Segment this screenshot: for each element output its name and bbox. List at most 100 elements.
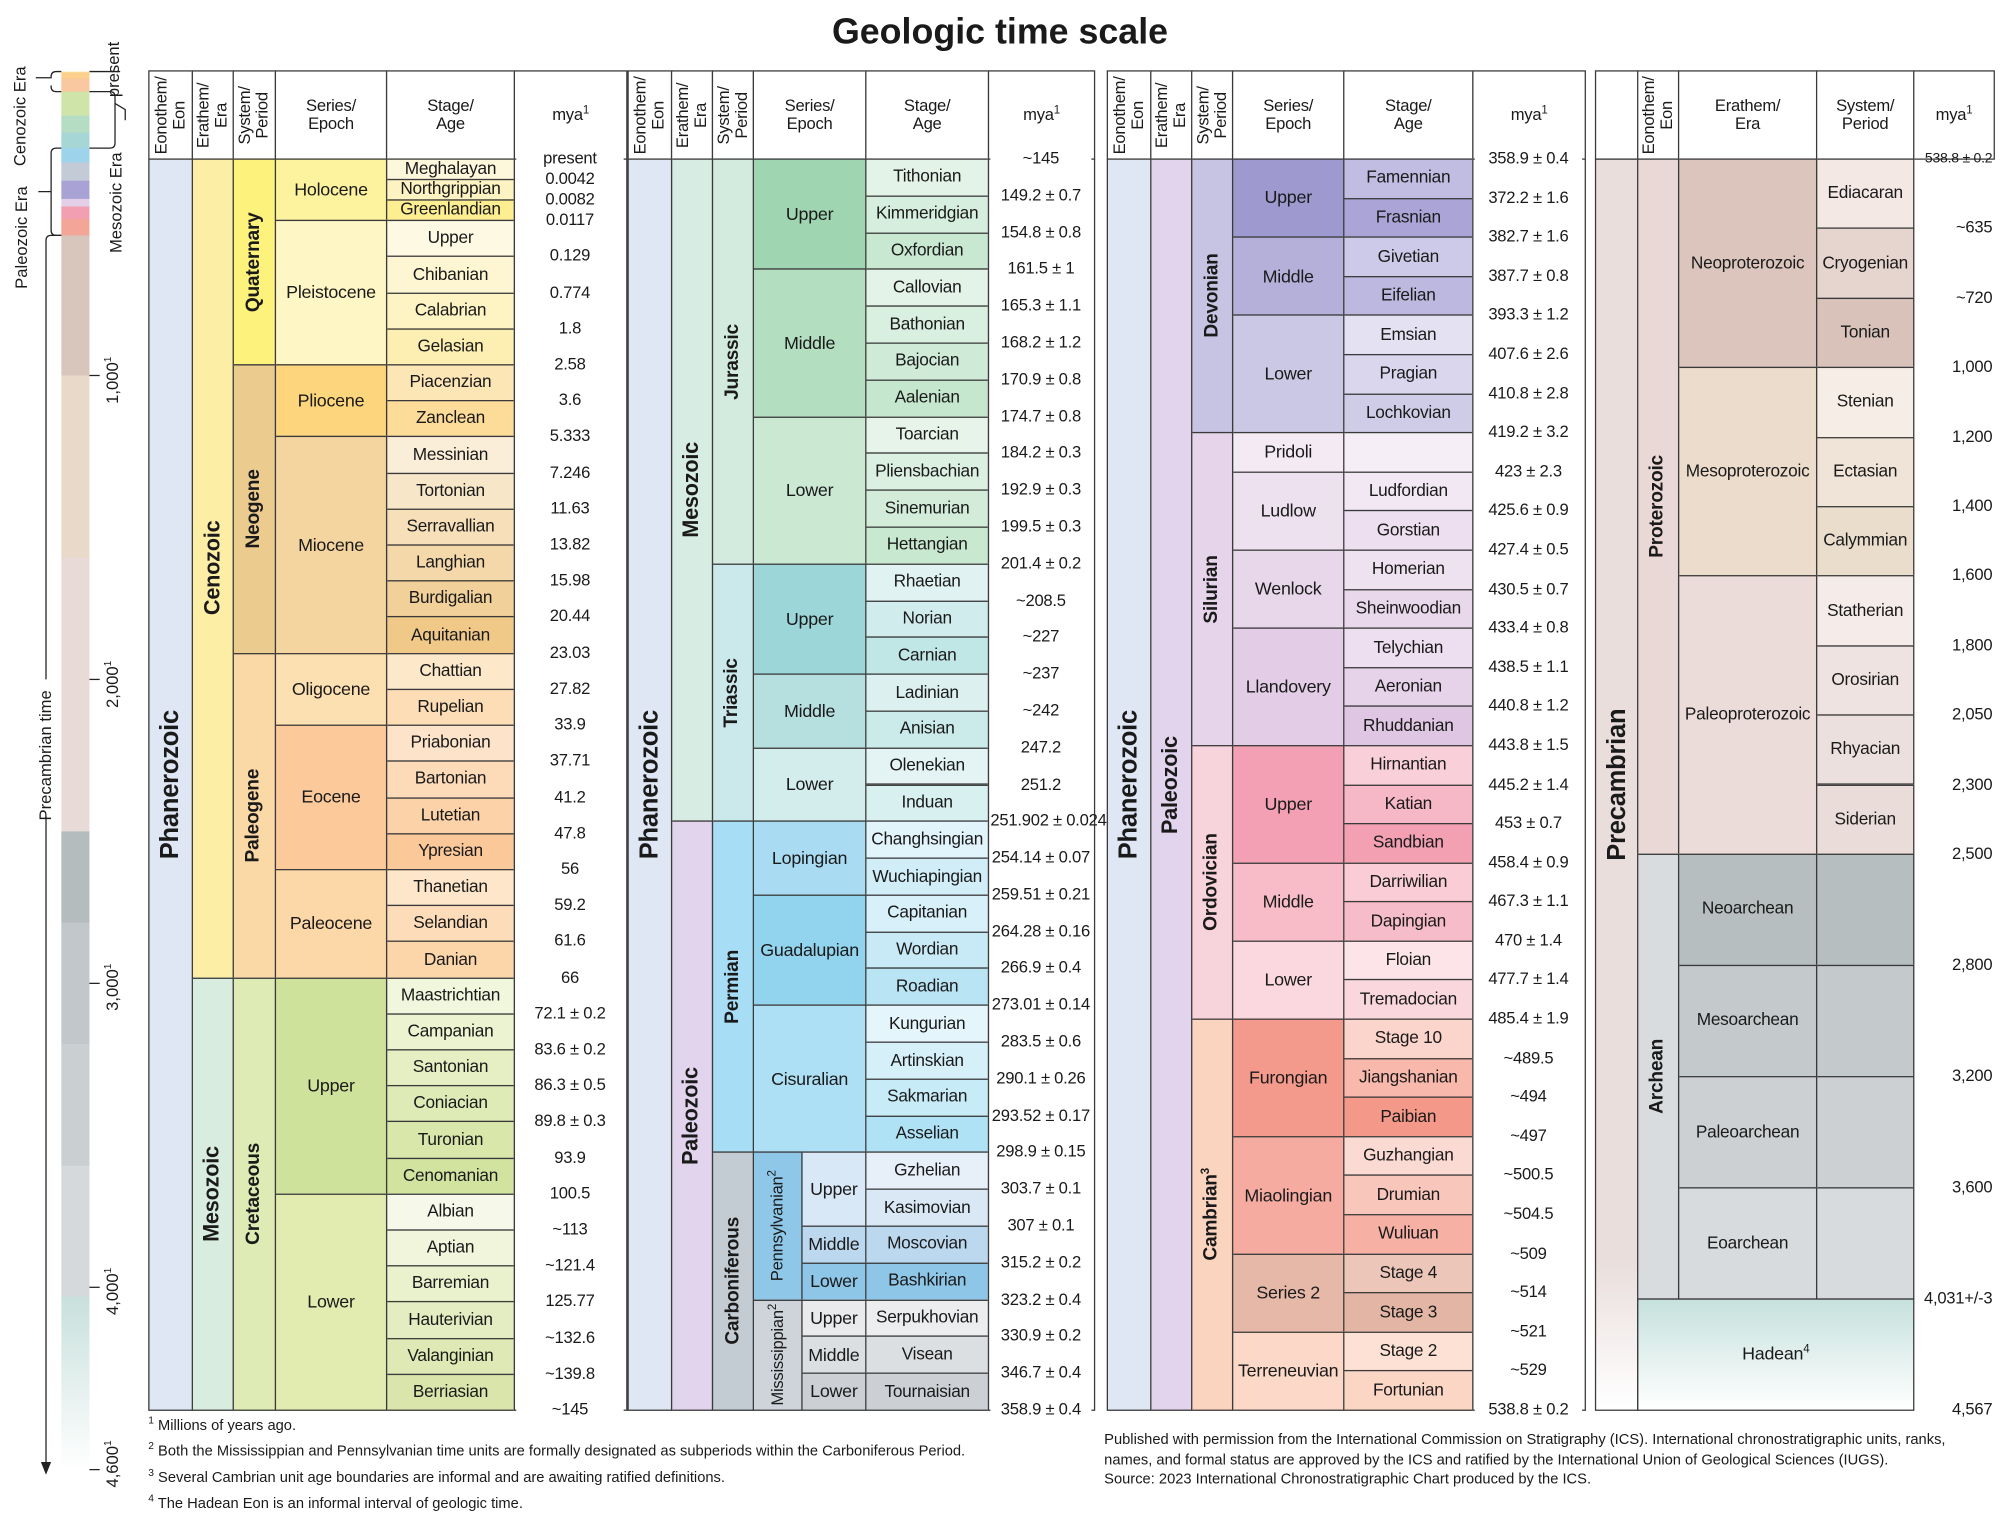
period-label-text: Permian	[721, 950, 743, 1024]
stage-cell: Bathonian	[865, 305, 990, 344]
stage-cell: Givetian	[1343, 236, 1474, 278]
stage-cell: Darriwilian	[1343, 862, 1474, 903]
stage-label: Rhaetian	[894, 572, 961, 592]
era-cell: Eoarchean	[1677, 1187, 1818, 1300]
mya-boundary-label: 11.63	[516, 498, 624, 519]
stage-label-text: Gelasian	[417, 336, 484, 356]
era-cell: Mesozoic	[191, 977, 234, 1411]
stage-label: Berriasian	[412, 1381, 489, 1402]
series-label-text: Wenlock	[1254, 578, 1322, 599]
stage-cell: Bartonian	[385, 760, 516, 799]
stage-cell: Wuchiapingian	[865, 857, 990, 896]
mya-boundary-label: 199.5 ± 0.3	[990, 516, 1092, 537]
stage-cell: Sandbian	[1343, 823, 1474, 864]
stage-label: Carnian	[898, 645, 957, 665]
stage-cell: Aquitanian	[385, 616, 516, 654]
column-header: Series/ Epoch	[1231, 70, 1345, 160]
stage-label-text: Kungurian	[888, 1013, 966, 1033]
stage-label: Calabrian	[415, 300, 487, 320]
stage-label: Paibian	[1380, 1106, 1437, 1127]
mya-boundary-label: 27.82	[516, 678, 624, 699]
era-cell: Neoarchean	[1677, 853, 1818, 966]
mya-boundary-label: ~521	[1474, 1321, 1583, 1342]
mya-boundary-label: 315.2 ± 0.2	[990, 1252, 1092, 1273]
stage-label: Drumian	[1377, 1185, 1441, 1205]
mya-boundary-label: 538.8 ± 0.2	[1474, 1399, 1583, 1420]
mya-boundary-label: 382.7 ± 1.6	[1474, 226, 1583, 247]
cenozoic-era-label: Cenozoic Era	[10, 66, 29, 166]
stage-cell: Carnian	[865, 636, 990, 675]
period-cell: Cryogenian	[1815, 227, 1915, 299]
series-label: Cisuralian	[771, 1068, 848, 1089]
series-label: Middle	[808, 1344, 859, 1365]
stage-cell: Zanclean	[385, 400, 516, 438]
series-label: Upper	[1264, 793, 1312, 814]
column-header-label-text: System/ Period	[234, 85, 273, 145]
stage-label: Tithonian	[893, 167, 961, 187]
stage-cell: Hettangian	[865, 526, 990, 565]
eon-cell: Phanerozoic	[627, 158, 673, 1411]
stage-cell: Rupelian	[385, 688, 516, 727]
stage-label: Gelasian	[417, 336, 484, 356]
stage-label-text: Guzhangian	[1363, 1145, 1454, 1165]
stage-label-text: Berriasian	[412, 1381, 489, 1401]
timeline-segment	[61, 162, 90, 182]
stage-label-text: Aeronian	[1374, 676, 1442, 696]
precambrian-time-label: Precambrian time	[36, 690, 55, 820]
stage-label: Lutetian	[421, 805, 481, 825]
stage-label: Stage 10	[1375, 1028, 1442, 1048]
stage-label: Barremian	[412, 1273, 490, 1294]
series-label: Ludlow	[1261, 500, 1316, 521]
timeline-segment	[61, 180, 90, 200]
timeline-segment	[61, 78, 90, 93]
stage-label-text: Chibanian	[412, 264, 489, 284]
stage-cell: Pragian	[1343, 353, 1474, 395]
footnote-marker: 1	[102, 356, 114, 363]
stage-label-text: Moscovian	[887, 1233, 968, 1254]
stage-label: Chibanian	[412, 264, 489, 284]
stage-label-text: Aptian	[426, 1237, 475, 1257]
timeline-segment	[61, 115, 90, 134]
period-label-text: Cambrian	[1200, 1174, 1223, 1262]
mya-boundary-label: 273.01 ± 0.14	[990, 994, 1092, 1016]
series-label-text: Middle	[808, 1233, 860, 1254]
period-label: Silurian	[1200, 555, 1223, 623]
stage-cell: Calabrian	[385, 292, 516, 330]
column-header: Stage/ Age	[865, 70, 990, 160]
subperiod-cell: Pennsylvanian2	[752, 1152, 803, 1301]
mya-boundary-label: 3.6	[516, 390, 624, 411]
mya-boundary-label: 407.6 ± 2.6	[1474, 343, 1583, 365]
mya-boundary-label: 37.71	[516, 750, 624, 771]
period-label-text: Stenian	[1836, 391, 1894, 411]
series-label-text: Middle	[783, 699, 836, 721]
eon-label-text: Hadean	[1742, 1343, 1804, 1364]
stage-label-text: Paibian	[1380, 1106, 1437, 1126]
stage-cell: Northgrippian	[385, 178, 516, 201]
stage-label: Hauterivian	[408, 1309, 493, 1330]
stage-label: Jiangshanian	[1359, 1067, 1458, 1087]
series-cell: Upper	[1231, 158, 1345, 238]
era-label: Paleozoic	[679, 1067, 704, 1165]
mya-boundary-label: 298.9 ± 0.15	[990, 1141, 1092, 1163]
stage-label: Sheinwoodian	[1356, 598, 1462, 618]
stage-label: Visean	[902, 1344, 953, 1365]
stage-label-text: Bathonian	[889, 313, 965, 334]
era-label-text: Mesozoic	[678, 442, 704, 539]
timeline-tick-label-text: 3,000	[102, 969, 122, 1012]
stage-cell: Aptian	[385, 1229, 516, 1267]
mya-boundary-label: 5.333	[516, 426, 624, 447]
period-label: Tonian	[1841, 322, 1891, 342]
period-cell: Ectasian	[1815, 436, 1915, 508]
footnote-marker: 2	[765, 1304, 779, 1311]
mya-boundary-label: 86.3 ± 0.5	[516, 1074, 624, 1096]
stage-label: Sinemurian	[885, 498, 970, 518]
stage-cell: Anisian	[865, 710, 990, 749]
stage-label-text: Kimmeridgian	[875, 203, 979, 223]
stage-label: Callovian	[893, 277, 962, 297]
subperiod-cell: Mississippian2	[752, 1299, 803, 1411]
stage-cell: Serpukhovian	[865, 1299, 990, 1338]
stage-label-text: Stage 3	[1379, 1301, 1438, 1321]
stage-cell: Greenlandian	[385, 199, 516, 222]
series-cell: Pliocene	[274, 364, 388, 438]
column-header-label: Erathem/ Era	[1715, 96, 1781, 134]
